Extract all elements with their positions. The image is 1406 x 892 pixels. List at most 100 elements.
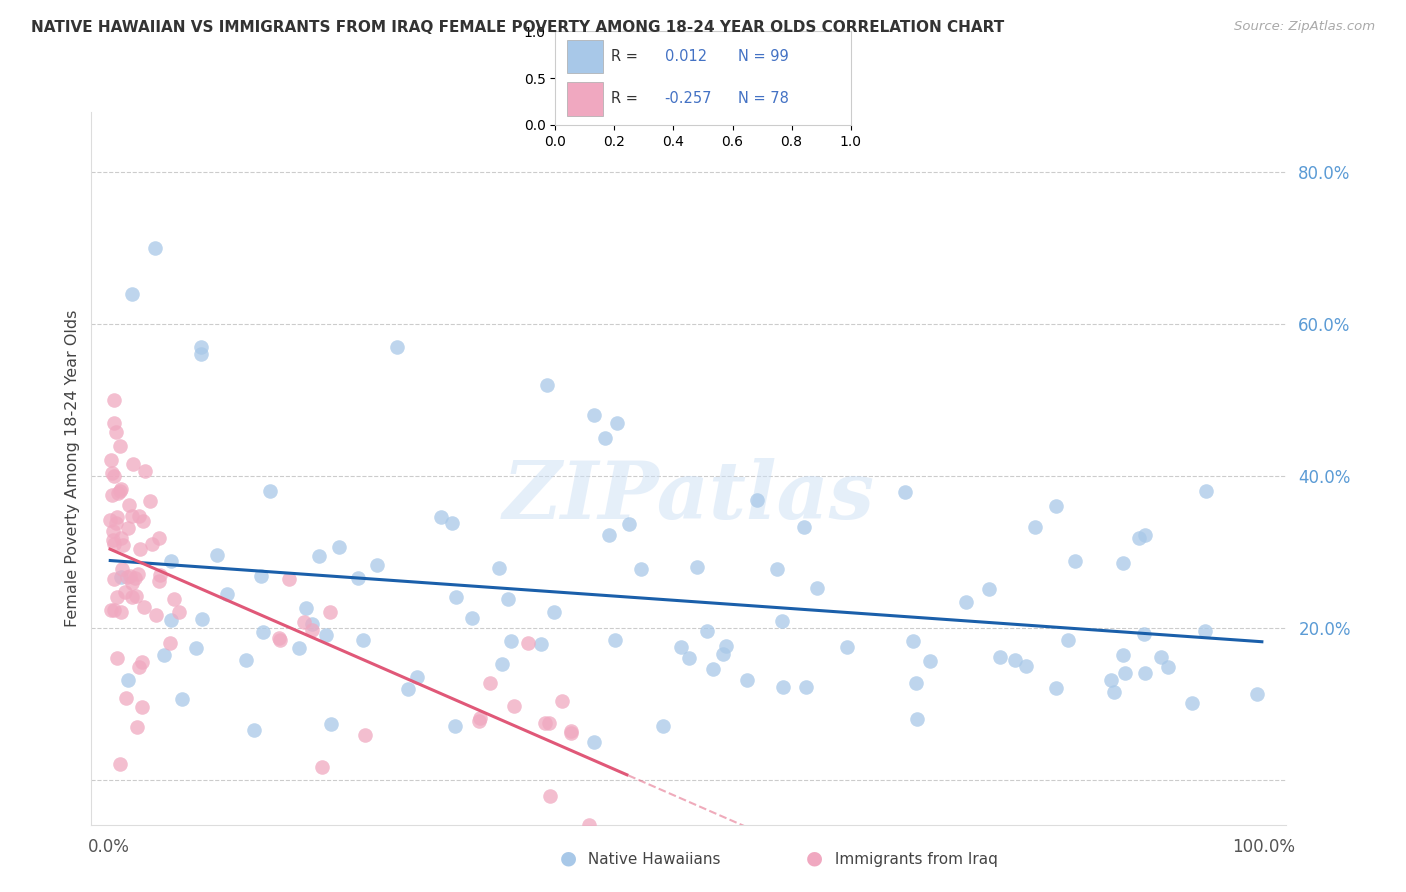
- Point: [460, 611, 482, 625]
- Point: [1133, 527, 1156, 541]
- Point: [191, 612, 214, 626]
- Point: [105, 590, 128, 604]
- Point: [901, 634, 924, 648]
- Point: [121, 590, 143, 604]
- Point: [110, 605, 132, 619]
- Point: [301, 616, 323, 631]
- Point: [617, 517, 640, 532]
- Point: [124, 571, 146, 585]
- Point: [131, 655, 153, 669]
- Point: [103, 392, 125, 407]
- Point: [243, 723, 266, 737]
- Point: [988, 650, 1011, 665]
- Text: R =: R =: [612, 48, 638, 63]
- Text: NATIVE HAWAIIAN VS IMMIGRANTS FROM IRAQ FEMALE POVERTY AMONG 18-24 YEAR OLDS COR: NATIVE HAWAIIAN VS IMMIGRANTS FROM IRAQ …: [31, 20, 1004, 35]
- Point: [105, 510, 128, 524]
- Point: [319, 605, 342, 619]
- Point: [560, 723, 582, 738]
- Point: [1149, 650, 1171, 665]
- Point: [101, 466, 124, 480]
- Point: [131, 700, 153, 714]
- Point: [530, 637, 553, 651]
- Point: [793, 519, 815, 533]
- Point: [190, 347, 212, 361]
- Point: [107, 486, 129, 500]
- Point: [110, 570, 132, 584]
- Point: [479, 676, 502, 690]
- Point: [794, 681, 817, 695]
- Point: [560, 726, 582, 740]
- Point: [603, 633, 626, 648]
- Text: N = 78: N = 78: [738, 91, 789, 106]
- Point: [110, 483, 132, 497]
- Point: [702, 662, 724, 676]
- Point: [441, 516, 464, 530]
- Point: [235, 653, 257, 667]
- Point: [101, 533, 124, 547]
- Point: [319, 717, 342, 731]
- Point: [1004, 653, 1026, 667]
- Point: [186, 640, 208, 655]
- Point: [582, 734, 605, 748]
- Point: [536, 377, 558, 392]
- Point: [499, 633, 522, 648]
- Point: [905, 712, 928, 726]
- Y-axis label: Female Poverty Among 18-24 Year Olds: Female Poverty Among 18-24 Year Olds: [65, 310, 80, 627]
- Point: [110, 484, 132, 499]
- Point: [122, 457, 145, 471]
- Point: [308, 549, 330, 564]
- Point: [598, 528, 620, 542]
- Point: [1056, 633, 1078, 648]
- Point: [148, 531, 170, 545]
- Point: [550, 693, 572, 707]
- Text: Immigrants from Iraq: Immigrants from Iraq: [830, 852, 997, 867]
- Point: [124, 589, 146, 603]
- Point: [110, 531, 132, 545]
- Point: [148, 574, 170, 589]
- Point: [103, 572, 125, 586]
- Point: [1194, 624, 1216, 638]
- Point: [111, 538, 134, 552]
- Text: ZIPatlas: ZIPatlas: [503, 458, 875, 535]
- Point: [101, 524, 124, 539]
- Point: [128, 660, 150, 674]
- Point: [160, 613, 183, 627]
- Point: [1195, 484, 1218, 499]
- Point: [354, 728, 377, 742]
- Point: [118, 498, 141, 512]
- Point: [1156, 660, 1178, 674]
- Point: [315, 628, 337, 642]
- Point: [429, 509, 451, 524]
- Point: [714, 639, 737, 653]
- Point: [1045, 681, 1067, 696]
- Point: [104, 516, 127, 530]
- Point: [1064, 554, 1087, 568]
- Point: [143, 241, 166, 255]
- Point: [491, 657, 513, 671]
- Point: [217, 586, 239, 600]
- Point: [134, 464, 156, 478]
- Text: Native Hawaiians: Native Hawaiians: [583, 852, 721, 867]
- Point: [295, 600, 318, 615]
- Point: [287, 641, 309, 656]
- Point: [169, 605, 191, 619]
- Point: [1015, 658, 1038, 673]
- Point: [1133, 665, 1156, 680]
- Text: R =: R =: [612, 91, 638, 106]
- Point: [904, 676, 927, 690]
- Bar: [567, 39, 603, 73]
- Point: [121, 286, 143, 301]
- Text: ●: ●: [560, 848, 576, 867]
- Point: [387, 340, 409, 354]
- Point: [103, 469, 125, 483]
- Point: [121, 509, 143, 524]
- Point: [444, 590, 467, 604]
- Point: [190, 340, 212, 354]
- Point: [1104, 684, 1126, 698]
- Point: [745, 493, 768, 508]
- Point: [593, 431, 616, 445]
- Point: [467, 714, 489, 728]
- Point: [979, 582, 1001, 597]
- Point: [678, 651, 700, 665]
- Point: [115, 690, 138, 705]
